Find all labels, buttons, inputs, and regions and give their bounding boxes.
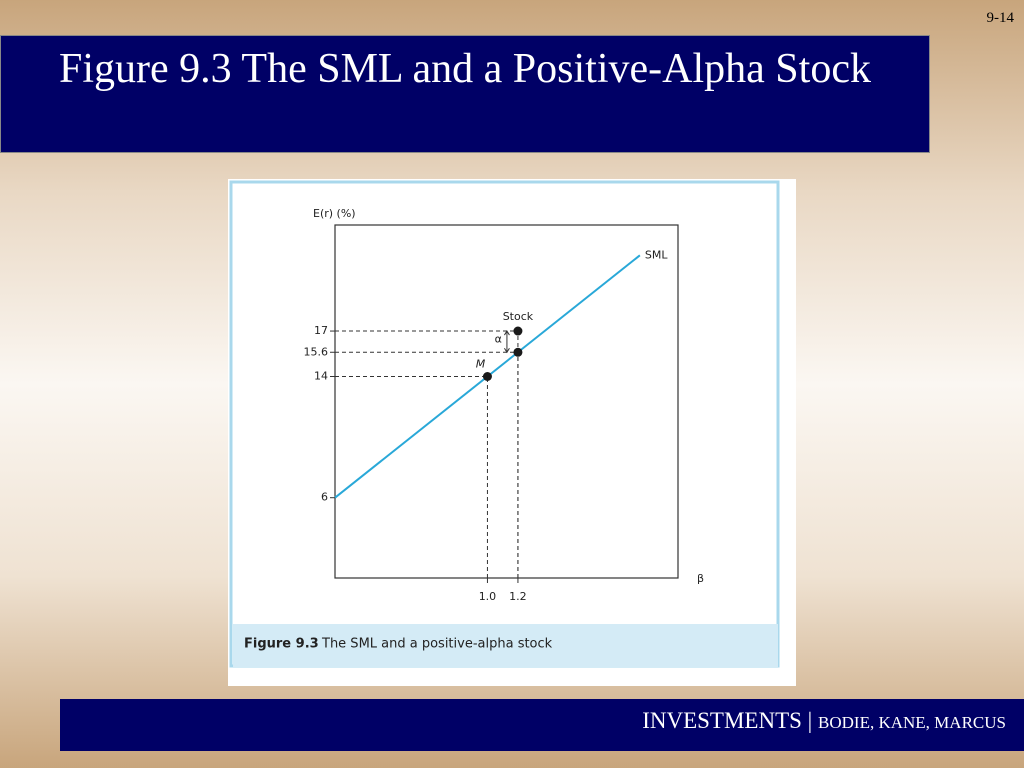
footer-main: INVESTMENTS |	[642, 708, 819, 733]
x-axis-label: β	[697, 572, 704, 585]
alpha-label: α	[495, 333, 502, 346]
point	[513, 347, 523, 357]
x-tick-label: 1.2	[509, 590, 527, 603]
figure-frame	[228, 179, 796, 686]
caption-text: The SML and a positive-alpha stock	[321, 637, 553, 652]
y-tick-label: 6	[321, 491, 328, 504]
caption-label: Figure 9.3	[244, 637, 319, 652]
arrow-head	[504, 330, 510, 354]
y-tick-label: 15.6	[304, 345, 329, 358]
footer: INVESTMENTS | BODIE, KANE, MARCUS	[60, 699, 1024, 751]
sml-label: SML	[645, 248, 668, 261]
stock-label: Stock	[503, 310, 534, 323]
slide-title: Figure 9.3 The SML and a Positive-Alpha …	[0, 35, 930, 153]
plot-area	[334, 224, 679, 579]
y-tick-label: 17	[314, 324, 328, 337]
point	[513, 326, 523, 336]
x-tick-label: 1.0	[479, 590, 497, 603]
y-tick-label: 14	[314, 370, 328, 383]
caption-band	[233, 624, 778, 667]
y-axis-label: E(r) (%)	[313, 207, 356, 220]
footer-authors: BODIE, KANE, MARCUS	[818, 713, 1006, 732]
page-number: 9-14	[986, 10, 1015, 26]
point	[482, 372, 492, 382]
market-label: M	[476, 358, 486, 371]
